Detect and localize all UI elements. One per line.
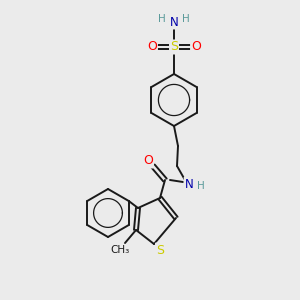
Text: S: S [170,40,178,53]
Text: S: S [156,244,164,256]
Text: H: H [182,14,190,24]
Text: O: O [191,40,201,53]
Text: O: O [147,40,157,53]
Text: H: H [197,181,205,191]
Text: N: N [184,178,194,190]
Text: O: O [143,154,153,167]
Text: H: H [158,14,166,24]
Text: CH₃: CH₃ [110,245,130,255]
Text: N: N [169,16,178,28]
